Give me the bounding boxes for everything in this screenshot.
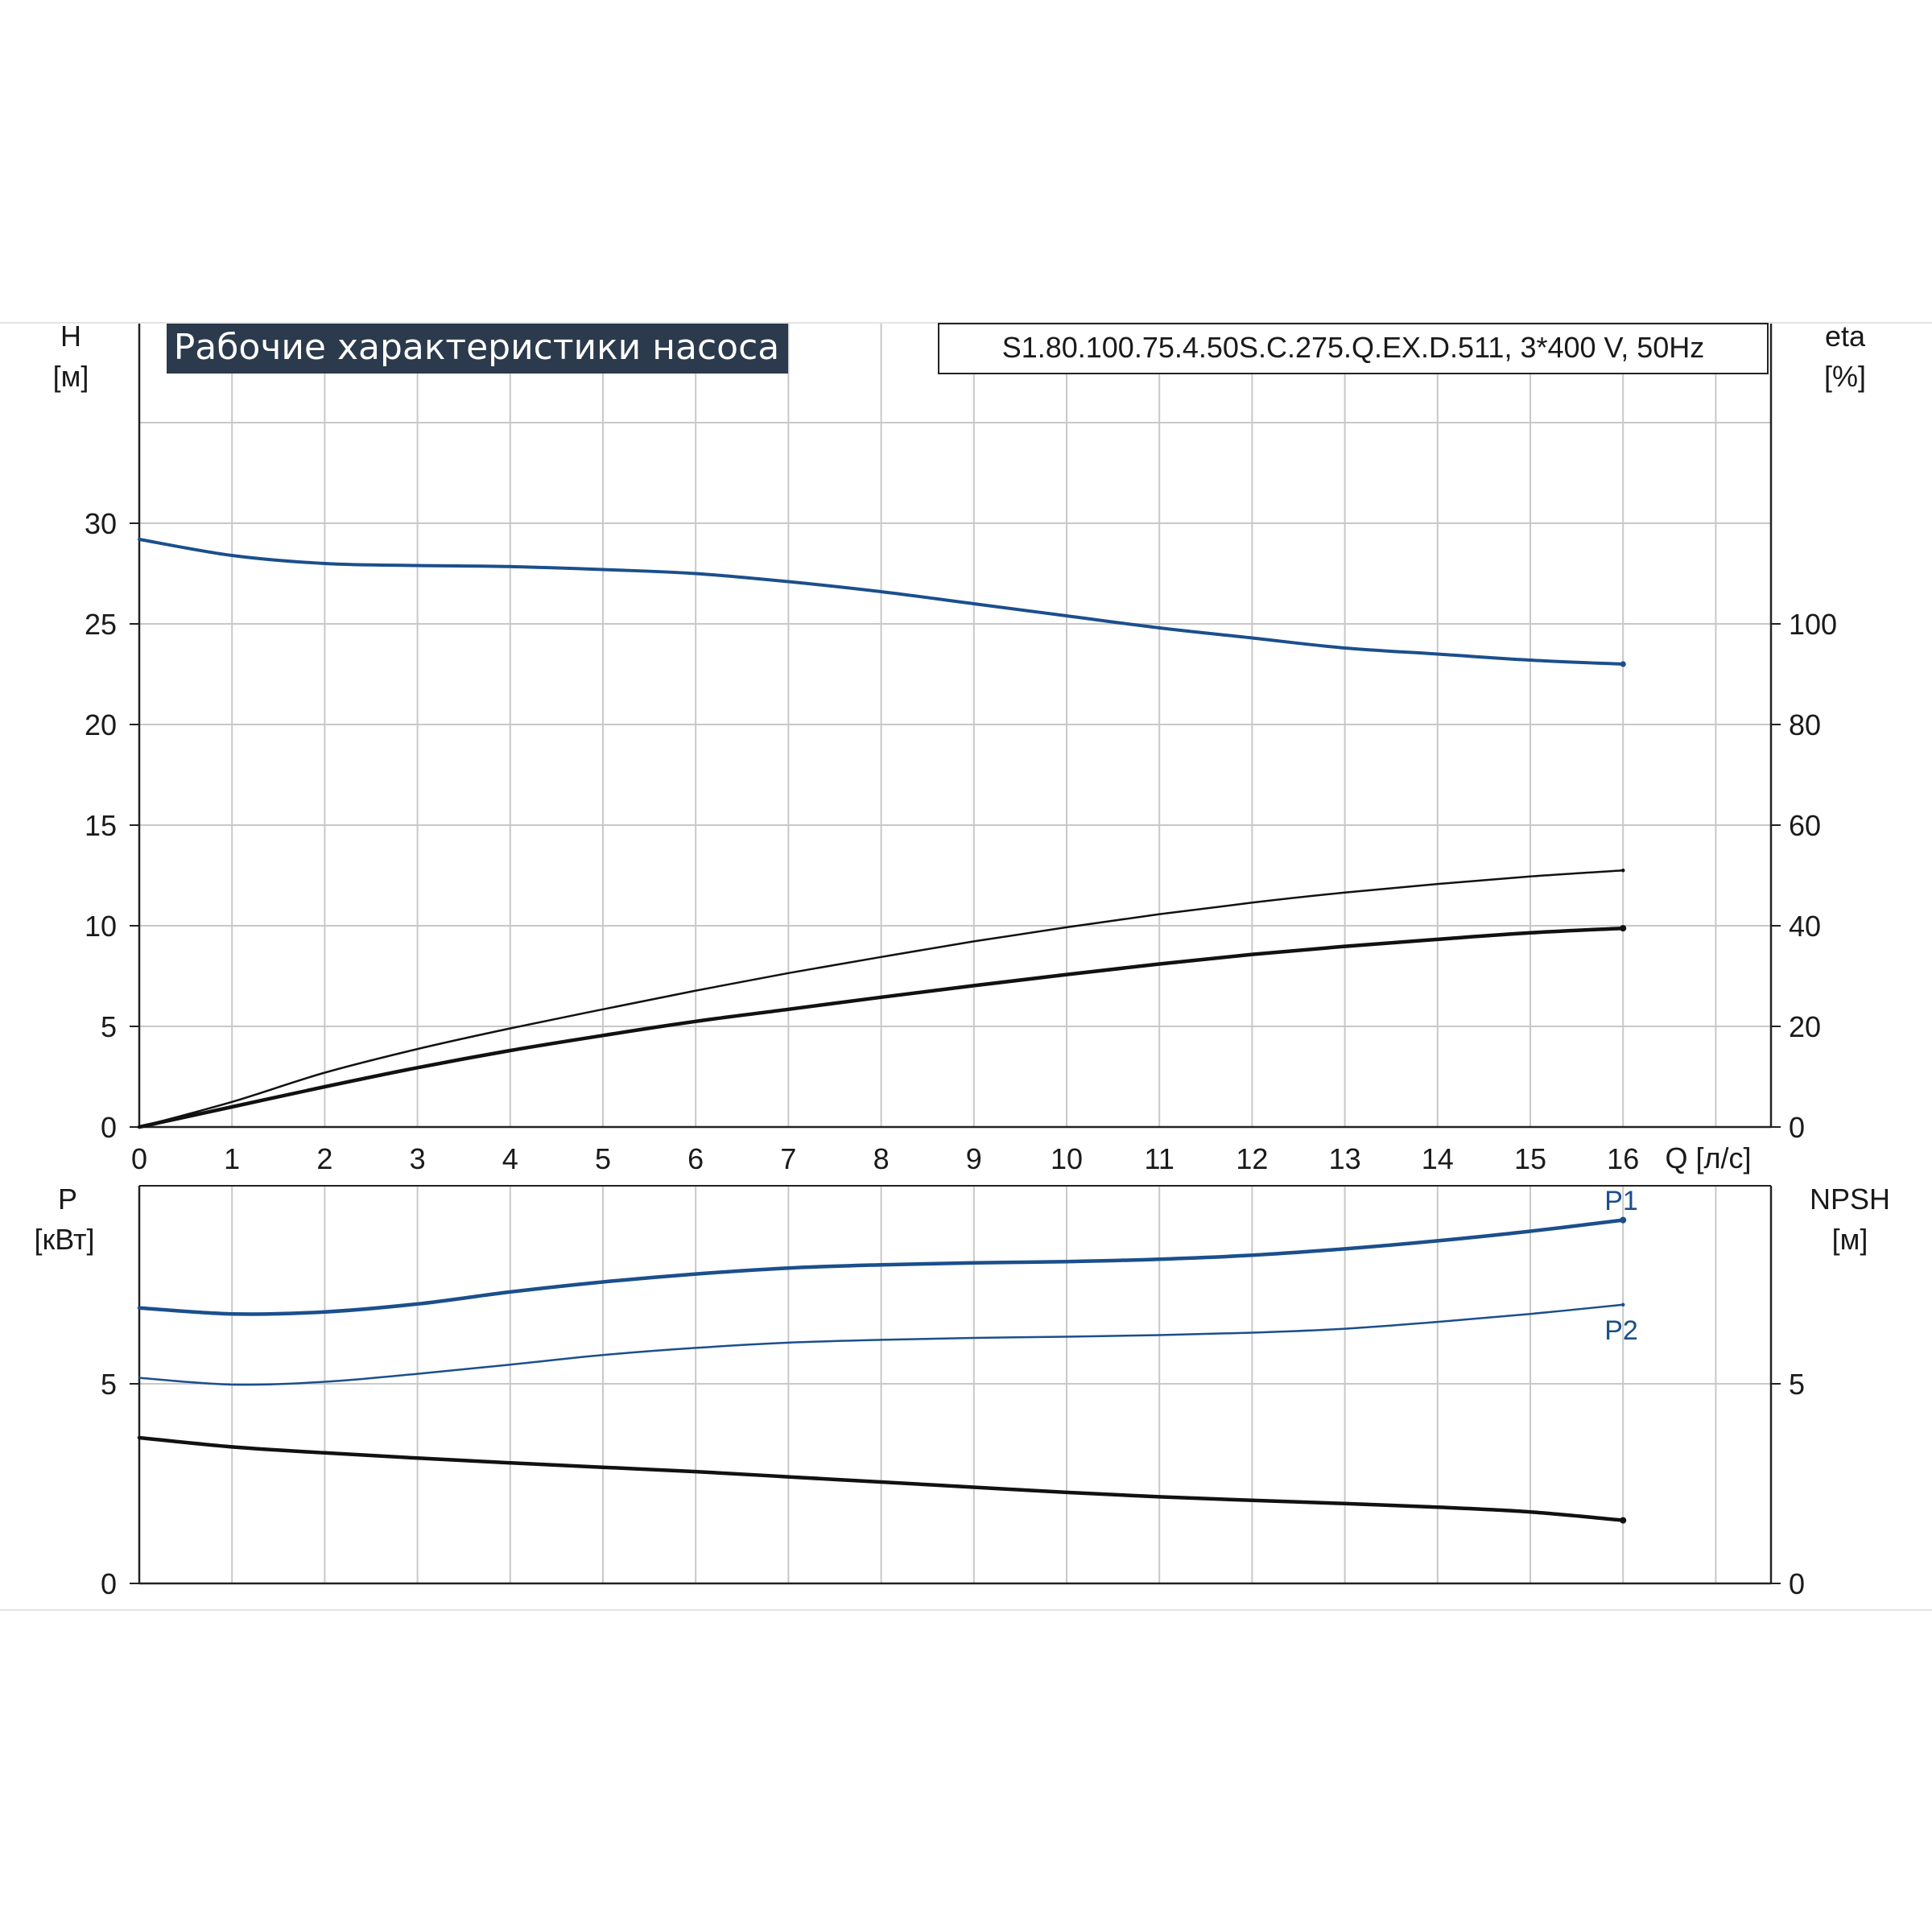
right-tick-label: 20	[1789, 1010, 1821, 1043]
left-tick-label: 30	[85, 507, 117, 540]
top-panel-curves	[137, 538, 1627, 1129]
x-tick-label: 9	[966, 1142, 982, 1175]
right-tick-label: 60	[1789, 809, 1821, 842]
left-tick-label: 0	[101, 1111, 117, 1144]
x-tick-label: 7	[780, 1142, 796, 1175]
left-axis-unit-top: [м]	[53, 360, 89, 393]
right-axis-unit-top: [%]	[1824, 360, 1866, 393]
left-tick-label: 0	[101, 1567, 117, 1600]
series-end-point	[1620, 661, 1626, 667]
x-tick-label: 10	[1051, 1142, 1083, 1175]
x-tick-label: 11	[1145, 1142, 1174, 1175]
left-axis-title-top: H	[60, 320, 81, 353]
right-tick-label: 0	[1789, 1111, 1805, 1144]
right-axis-title-top: eta	[1825, 320, 1866, 353]
right-tick-label: 5	[1789, 1368, 1805, 1401]
x-tick-label: 8	[873, 1142, 890, 1175]
left-tick-label: 25	[85, 608, 117, 641]
x-tick-label: 4	[502, 1142, 518, 1175]
series-line	[137, 1435, 1625, 1522]
right-tick-label: 40	[1789, 910, 1821, 943]
left-axis-title-bottom: P	[58, 1183, 77, 1216]
right-tick-label: 100	[1789, 608, 1837, 641]
series-label-p1: P1	[1604, 1186, 1638, 1216]
left-tick-label: 20	[85, 708, 117, 741]
x-tick-label: 6	[687, 1142, 704, 1175]
series-line	[138, 869, 1624, 1129]
series-line	[138, 538, 1625, 666]
bottom-panel-grid	[139, 1186, 1771, 1583]
right-tick-label: 0	[1789, 1567, 1805, 1600]
left-axis-unit-bottom: [кВт]	[34, 1223, 94, 1256]
series-end-point	[1620, 1302, 1625, 1307]
x-tick-label: 14	[1422, 1142, 1454, 1175]
left-tick-label: 10	[85, 910, 117, 943]
right-axis-unit-bottom: [м]	[1832, 1223, 1868, 1256]
left-tick-label: 15	[85, 809, 117, 842]
series-end-point	[1620, 925, 1627, 932]
top-panel-grid	[139, 324, 1771, 1127]
right-axis-title-bottom: NPSH	[1810, 1183, 1890, 1216]
bottom-panel-ticks: 0 5 0 5	[101, 1368, 1805, 1600]
x-tick-label: 3	[410, 1142, 426, 1175]
x-tick-label: 5	[595, 1142, 611, 1175]
series-end-point	[1620, 869, 1625, 873]
chart-title: Рабочие характеристики насоса	[174, 327, 779, 368]
x-tick-label: 13	[1329, 1142, 1361, 1175]
x-tick-label: 0	[131, 1142, 147, 1175]
series-end-point	[1620, 1216, 1627, 1224]
left-tick-label: 5	[101, 1368, 117, 1401]
x-tick-label: 2	[316, 1142, 332, 1175]
bottom-panel-curves	[137, 1216, 1627, 1524]
x-tick-label: 16	[1607, 1142, 1639, 1175]
series-line	[137, 926, 1625, 1129]
left-tick-label: 5	[101, 1010, 117, 1043]
x-tick-label: 12	[1236, 1142, 1268, 1175]
series-label-p2: P2	[1604, 1315, 1638, 1346]
model-box	[938, 323, 1769, 374]
series-line-p2	[138, 1303, 1624, 1386]
x-tick-label: 15	[1514, 1142, 1546, 1175]
model-label: S1.80.100.75.4.50S.C.275.Q.EX.D.511, 3*4…	[1002, 331, 1705, 364]
x-axis-title: Q [л/с]	[1665, 1141, 1751, 1174]
right-tick-label: 80	[1789, 708, 1821, 741]
series-line-p1	[137, 1218, 1625, 1316]
title-box	[167, 324, 788, 374]
x-tick-label: 1	[224, 1142, 240, 1175]
series-end-point	[1620, 1517, 1627, 1524]
